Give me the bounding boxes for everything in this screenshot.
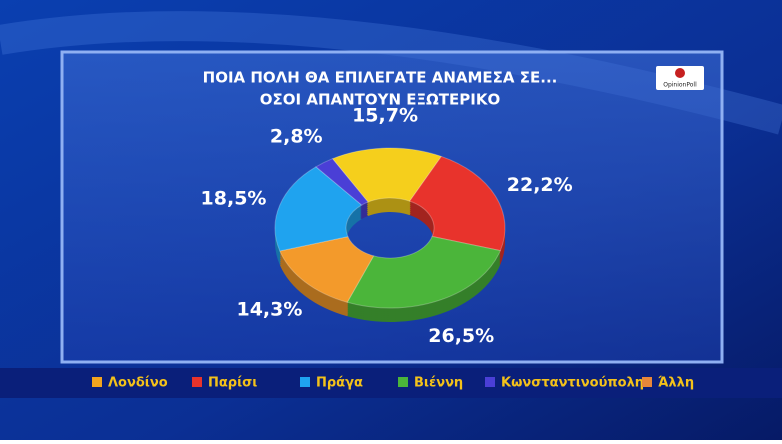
legend-label: Άλλη <box>658 376 694 391</box>
donut: 15,7% 22,2% 26,5% 14,3% 18,5% 2,8% <box>201 105 573 347</box>
logo-icon <box>675 68 685 78</box>
data-label: 15,7% <box>352 105 418 127</box>
chart-title: ΠΟΙΑ ΠΟΛΗ ΘΑ ΕΠΙΛΕΓΑΤΕ ΑΝΑΜΕΣΑ ΣΕ... <box>203 69 558 87</box>
legend-label: Παρίσι <box>208 376 257 391</box>
logo: OpinionPoll <box>663 82 697 89</box>
legend-swatch <box>485 377 495 387</box>
legend-swatch <box>192 377 202 387</box>
legend-label: Λονδίνο <box>108 376 168 391</box>
data-label: 2,8% <box>270 126 323 148</box>
legend-swatch <box>92 377 102 387</box>
legend-swatch <box>642 377 652 387</box>
legend-label: Πράγα <box>316 376 363 391</box>
legend: Λονδίνο Παρίσι Πράγα Βιέννη Κωνσταντινούπολη… <box>92 376 694 391</box>
slice <box>346 235 501 309</box>
data-label: 22,2% <box>507 174 573 196</box>
legend-label: Βιέννη <box>414 376 463 391</box>
slice <box>331 147 443 203</box>
slice <box>279 236 375 303</box>
legend-swatch <box>300 377 310 387</box>
data-label: 18,5% <box>201 187 267 209</box>
chart-subtitle: ΟΣΟΙ ΑΠΑΝΤΟΥΝ ΕΞΩΤΕΡΙΚΟ <box>260 91 500 109</box>
slice <box>274 166 363 252</box>
data-label: 26,5% <box>428 325 494 347</box>
data-label: 14,3% <box>236 299 302 321</box>
legend-swatch <box>398 377 408 387</box>
slice <box>408 155 506 252</box>
slice <box>315 158 369 206</box>
legend-label: Κωνσταντινούπολη <box>501 376 644 391</box>
